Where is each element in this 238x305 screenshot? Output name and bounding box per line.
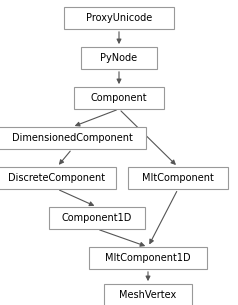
Text: DimensionedComponent: DimensionedComponent	[12, 133, 132, 143]
Text: DiscreteComponent: DiscreteComponent	[8, 173, 106, 183]
FancyBboxPatch shape	[74, 87, 164, 109]
Text: MItComponent1D: MItComponent1D	[105, 253, 191, 263]
Text: PyNode: PyNode	[100, 53, 138, 63]
FancyBboxPatch shape	[64, 7, 174, 29]
FancyBboxPatch shape	[81, 47, 157, 69]
Text: ProxyUnicode: ProxyUnicode	[86, 13, 152, 23]
FancyBboxPatch shape	[49, 207, 145, 229]
Text: Component1D: Component1D	[62, 213, 132, 223]
Text: MItComponent: MItComponent	[142, 173, 214, 183]
Text: Component: Component	[91, 93, 147, 103]
FancyBboxPatch shape	[0, 167, 116, 189]
FancyBboxPatch shape	[104, 284, 192, 305]
FancyBboxPatch shape	[0, 127, 146, 149]
Text: MeshVertex: MeshVertex	[119, 290, 177, 300]
FancyBboxPatch shape	[128, 167, 228, 189]
FancyBboxPatch shape	[89, 247, 207, 269]
